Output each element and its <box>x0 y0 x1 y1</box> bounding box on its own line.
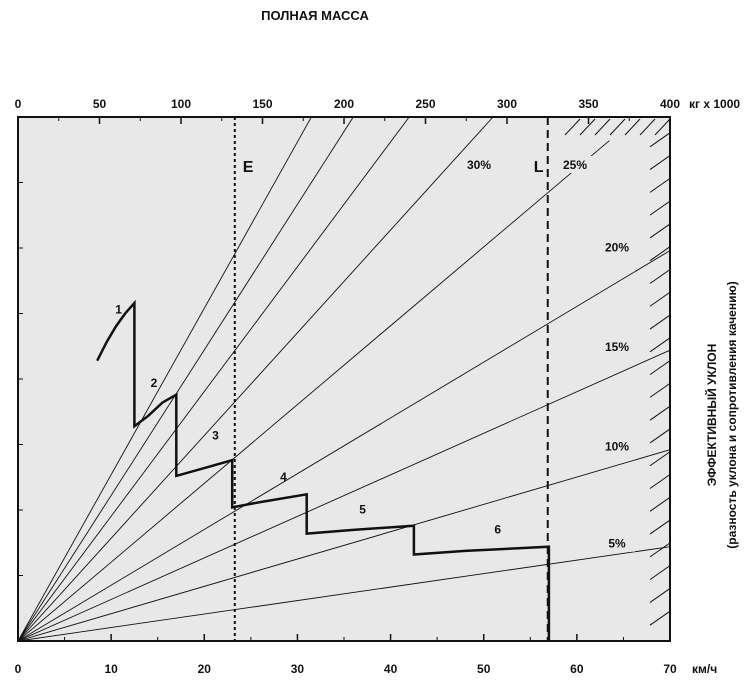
right-edge-tick <box>649 428 671 444</box>
plot-area <box>17 116 671 642</box>
grade-line <box>17 546 671 642</box>
right-edge-tick <box>649 496 671 512</box>
top-axis-tick-label: 200 <box>334 97 354 111</box>
right-edge-tick <box>649 132 671 148</box>
right-edge-tick <box>649 360 671 376</box>
bottom-axis: 0 10 20 30 40 50 60 70 <box>15 634 677 676</box>
grade-label-bg <box>599 338 635 356</box>
grade-line <box>17 116 494 642</box>
top-axis-tick-label: 150 <box>252 97 272 111</box>
right-edge-tick <box>649 519 671 535</box>
top-axis: 0 50 100 150 200 250 300 350 400 <box>15 97 680 124</box>
gear-label: 3 <box>212 428 219 442</box>
grade-label-bg <box>599 534 635 552</box>
gear-label: 4 <box>280 470 287 484</box>
grade-labels: 5% 10% 15% 20% 25% 30% <box>461 156 635 552</box>
top-axis-tick-label: 350 <box>578 97 598 111</box>
right-label-line2: (разность уклона и сопротивления качению… <box>725 281 739 548</box>
top-axis-tick-label: 250 <box>415 97 435 111</box>
top-edge-tick <box>624 118 641 136</box>
grade-line <box>17 449 671 642</box>
x-axis-tick-label: 70 <box>663 662 677 676</box>
grade-line <box>17 116 354 642</box>
top-edge-tick <box>594 118 611 136</box>
right-edge-tick <box>649 177 671 193</box>
top-axis-unit: кг x 1000 <box>689 97 740 111</box>
top-edge-tick <box>639 118 656 136</box>
grade-label: 25% <box>563 158 587 172</box>
x-axis-tick-label: 40 <box>384 662 398 676</box>
x-axis-tick-label: 0 <box>15 662 22 676</box>
right-edge-tick <box>649 155 671 170</box>
grade-line <box>17 349 671 642</box>
right-edge-tick <box>649 223 671 239</box>
top-edge-tick <box>654 118 671 136</box>
grade-label-bg <box>599 238 635 256</box>
bottom-axis-unit: км/ч <box>692 662 717 676</box>
rimpull-curve <box>96 299 551 641</box>
grade-label: 20% <box>605 241 629 255</box>
grade-label: 5% <box>608 537 626 551</box>
gear-label: 1 <box>115 303 122 317</box>
chart-title: ПОЛНАЯ МАССА <box>261 8 369 23</box>
grade-line <box>17 116 410 642</box>
right-edge-tick <box>649 565 671 581</box>
grade-line <box>17 116 312 642</box>
top-axis-tick-label: 100 <box>171 97 191 111</box>
right-edge-tick <box>649 246 671 262</box>
top-edge-tick <box>579 118 596 136</box>
right-edge-tick <box>649 542 671 558</box>
top-edge-tick <box>564 118 581 136</box>
gear-label: 2 <box>151 376 158 390</box>
top-axis-tick-label: 0 <box>15 97 22 111</box>
top-axis-tick-label: 400 <box>660 97 680 111</box>
grade-label-bg <box>461 156 497 173</box>
right-label-line1: ЭФФЕКТИВНЫЙ УКЛОН <box>704 344 719 487</box>
edge-tick-marks <box>18 118 671 626</box>
top-axis-tick-label: 300 <box>497 97 517 111</box>
x-axis-tick-label: 30 <box>291 662 305 676</box>
right-edge-tick <box>649 405 671 421</box>
right-edge-tick <box>649 588 671 603</box>
right-edge-tick <box>649 337 671 353</box>
right-edge-tick <box>649 451 671 467</box>
gear-labels: 1 2 3 4 5 6 <box>115 303 501 537</box>
right-edge-tick <box>649 314 671 330</box>
top-axis-tick-label: 50 <box>93 97 107 111</box>
x-axis-tick-label: 10 <box>104 662 118 676</box>
x-axis-tick-label: 20 <box>198 662 212 676</box>
right-edge-tick <box>649 200 671 216</box>
gear-label: 5 <box>359 503 366 517</box>
grade-label: 15% <box>605 340 629 354</box>
grade-line <box>17 250 671 642</box>
grade-lines <box>17 116 671 642</box>
grade-label-bg <box>557 156 593 173</box>
marker-label: E <box>243 159 254 176</box>
grade-label: 30% <box>467 158 491 172</box>
right-edge-tick <box>649 610 671 626</box>
marker-label: L <box>534 159 544 176</box>
grade-label-bg <box>599 437 635 455</box>
right-edge-tick <box>649 474 671 489</box>
gear-label: 6 <box>494 523 501 537</box>
x-axis-tick-label: 60 <box>570 662 584 676</box>
right-edge-tick <box>649 291 671 307</box>
x-axis-tick-label: 50 <box>477 662 491 676</box>
grade-line <box>17 140 610 642</box>
right-edge-tick <box>649 269 671 284</box>
grade-label: 10% <box>605 440 629 454</box>
top-edge-tick <box>609 118 626 136</box>
right-edge-tick <box>649 382 671 398</box>
